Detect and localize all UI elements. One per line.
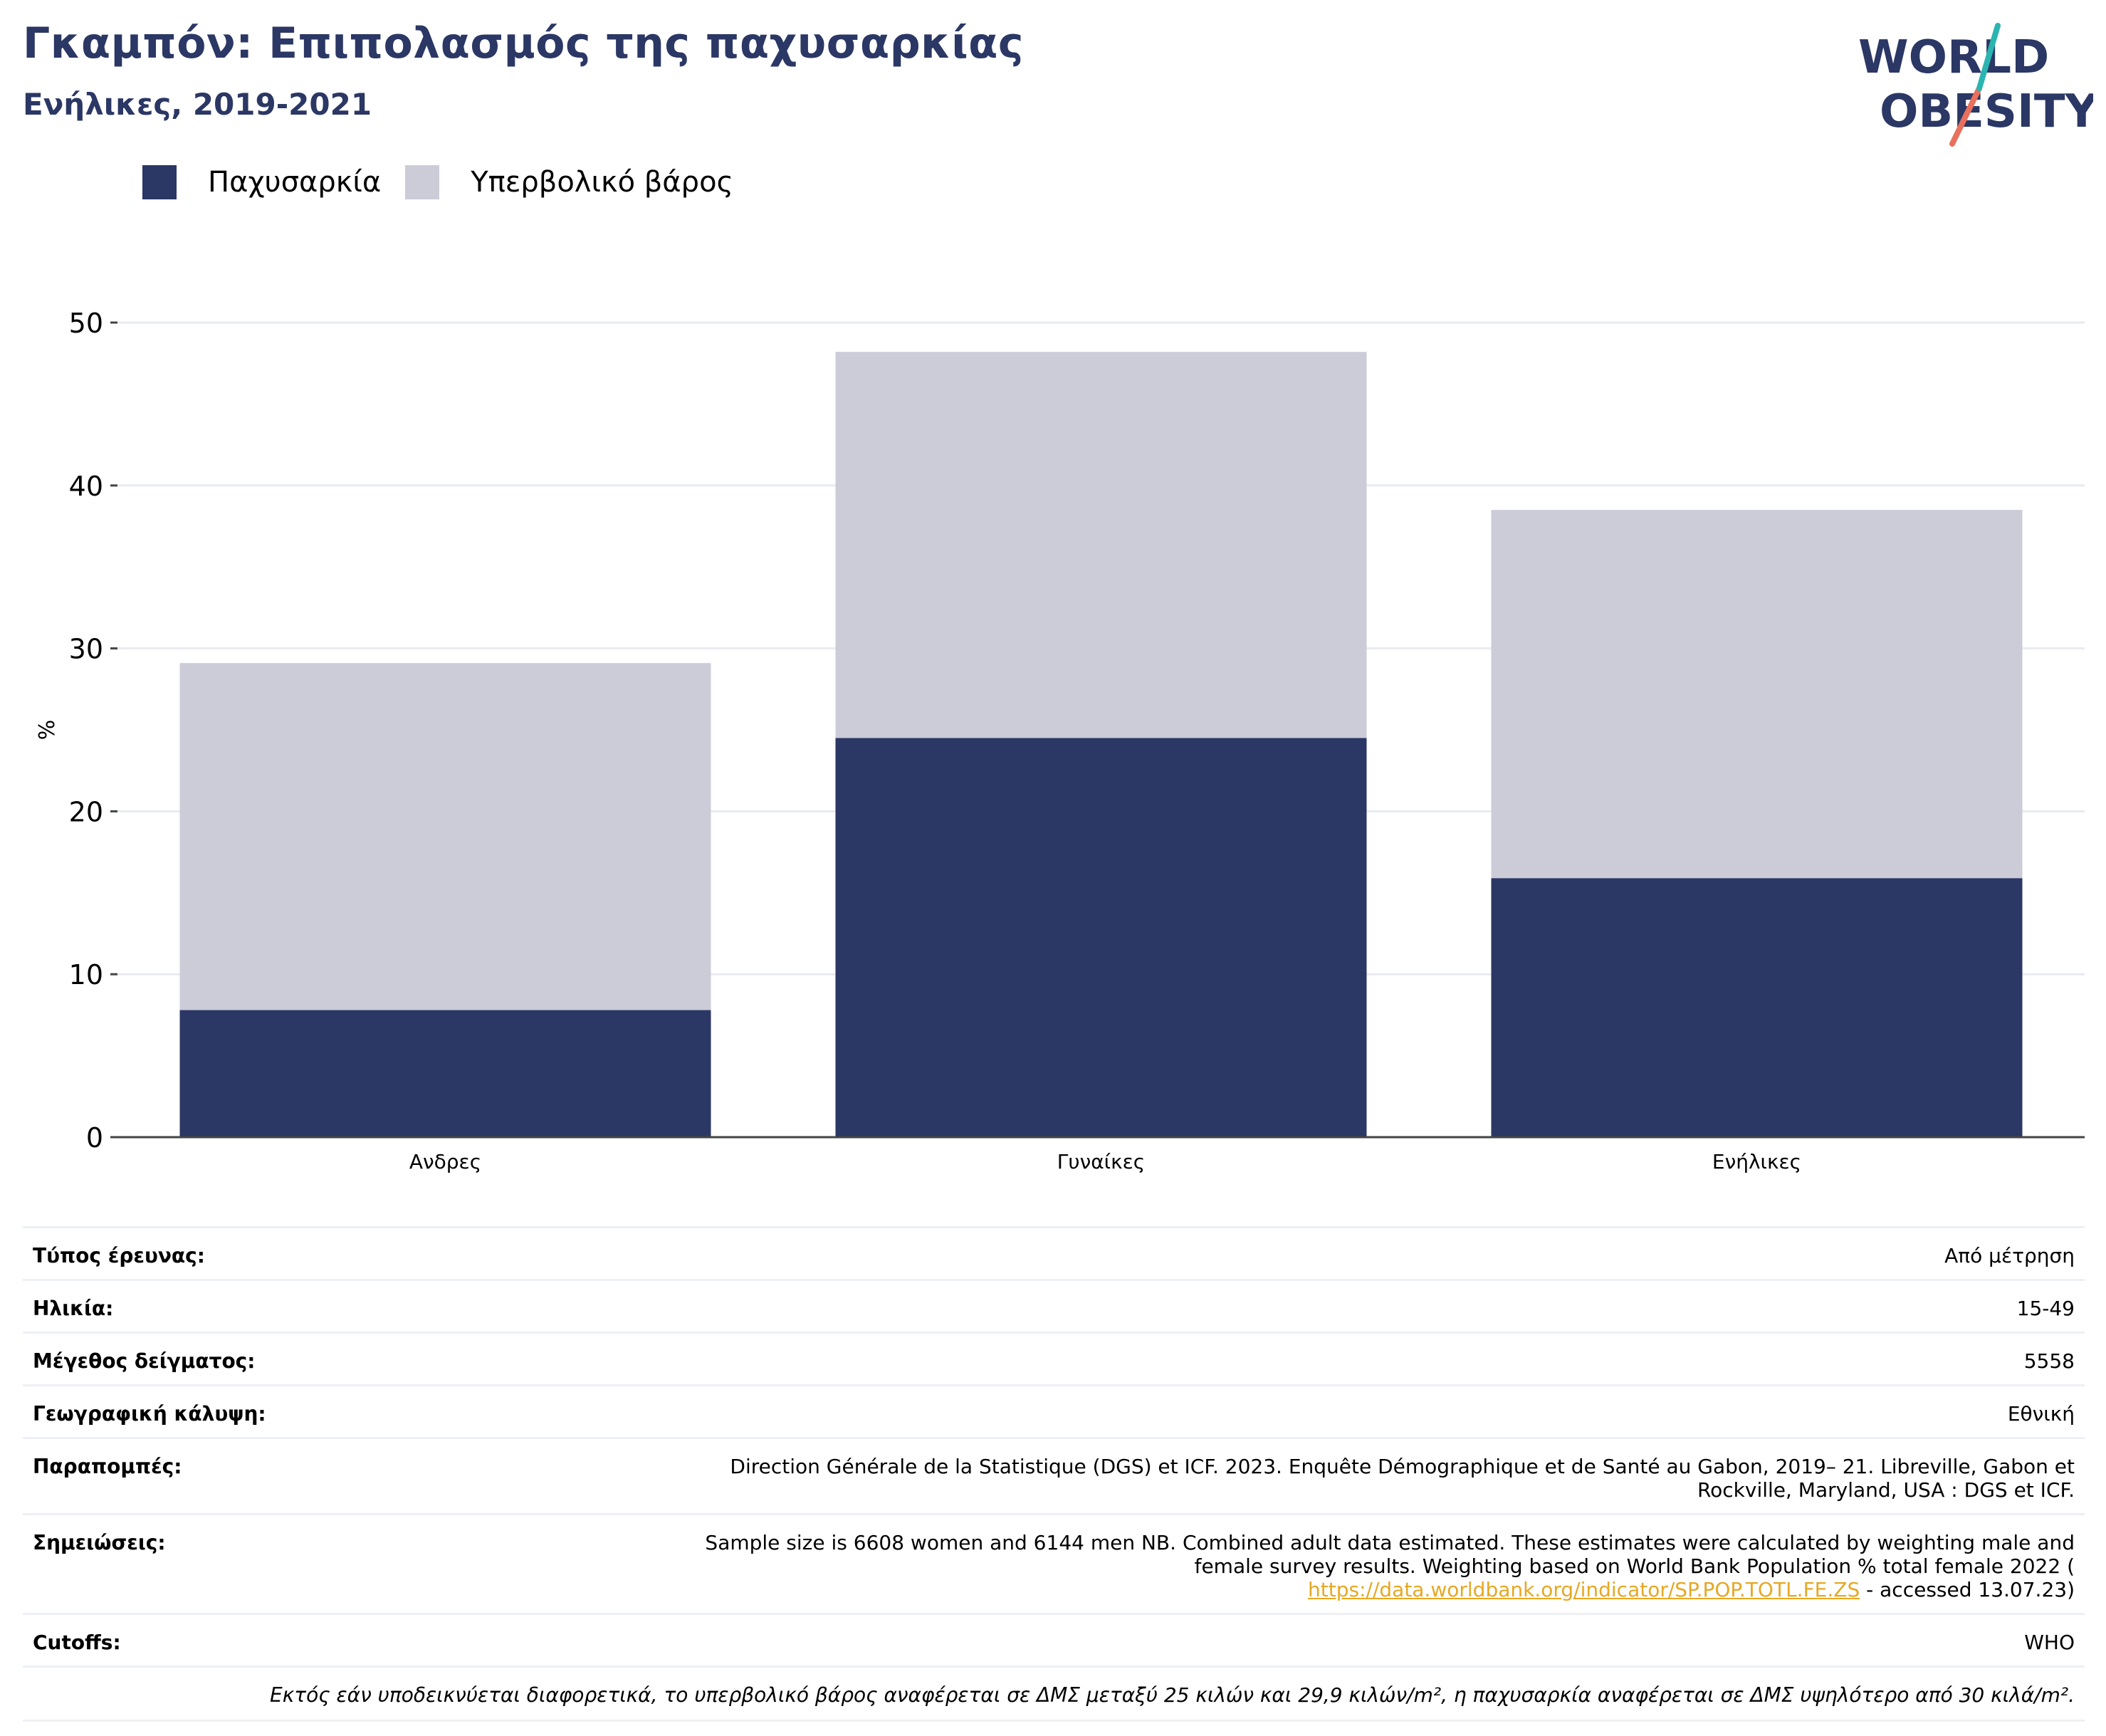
chart-title: Γκαμπόν: Επιπολασμός της παχυσαρκίας <box>23 19 1024 68</box>
info-value: WHO <box>2024 1631 2075 1654</box>
info-value: Direction Générale de la Statistique (DG… <box>730 1455 2075 1502</box>
info-value: Εθνική <box>2007 1402 2075 1426</box>
logo-text-obesity: OBESITY <box>1880 85 2093 138</box>
y-tick-label: 10 <box>69 959 103 990</box>
info-value: Sample size is 6608 women and 6144 men N… <box>705 1531 2075 1601</box>
legend-swatch-overweight <box>405 165 440 199</box>
info-value: Από μέτρηση <box>1944 1244 2075 1267</box>
info-row-cutoffs: Cutoffs: WHO <box>23 1613 2085 1666</box>
bar-overweight-2 <box>1491 510 2023 879</box>
y-tick-label: 50 <box>69 308 103 339</box>
chart-legend: Παχυσαρκία Υπερβολικό βάρος <box>142 165 758 199</box>
world-obesity-logo: WORLD OBESITY <box>1858 23 2093 147</box>
bar-overweight-1 <box>835 352 1367 738</box>
info-value-line: female survey results. Weighting based o… <box>1194 1554 2075 1578</box>
info-row-references: Παραπομπές: Direction Générale de la Sta… <box>23 1437 2085 1513</box>
x-tick-label: Ανδρες <box>409 1150 481 1173</box>
legend-item-overweight[interactable]: Υπερβολικό βάρος <box>405 165 733 199</box>
info-row-coverage: Γεωγραφική κάλυψη: Εθνική <box>23 1384 2085 1437</box>
chart-subtitle: Ενήλικες, 2019-2021 <box>23 87 372 122</box>
info-label: Σημειώσεις: <box>33 1531 166 1554</box>
info-row-sample-size: Μέγεθος δείγματος: 5558 <box>23 1332 2085 1384</box>
y-tick-label: 0 <box>86 1122 103 1154</box>
info-value-line: Sample size is 6608 women and 6144 men N… <box>705 1531 2075 1554</box>
info-label: Παραπομπές: <box>33 1455 182 1478</box>
info-row-survey-type: Τύπος έρευνας: Από μέτρηση <box>23 1226 2085 1279</box>
info-value: 15-49 <box>2016 1297 2075 1320</box>
info-row-notes: Σημειώσεις: Sample size is 6608 women an… <box>23 1513 2085 1613</box>
bar-obesity-2 <box>1491 878 2023 1137</box>
logo-text-world: WORLD <box>1858 31 2049 84</box>
info-value: 5558 <box>2023 1349 2075 1373</box>
x-tick-label: Ενήλικες <box>1712 1150 1801 1173</box>
logo-slash-teal <box>1976 23 2001 91</box>
legend-item-obesity[interactable]: Παχυσαρκία <box>142 165 381 199</box>
info-label: Τύπος έρευνας: <box>33 1244 205 1267</box>
legend-swatch-obesity <box>142 165 177 199</box>
bmi-footnote: Εκτός εάν υποδεικνύεται διαφορετικά, το … <box>23 1666 2085 1722</box>
stacked-bar-chart: 0 10 20 30 40 50% Ανδρες Γυναίκες Ενήλικες <box>35 308 2085 1173</box>
bar-overweight-0 <box>179 663 711 1010</box>
logo-slash-red <box>1949 85 1982 147</box>
y-axis-label: % <box>35 720 60 741</box>
y-tick-label: 30 <box>69 634 103 665</box>
info-label: Μέγεθος δείγματος: <box>33 1349 256 1373</box>
info-value-line: Direction Générale de la Statistique (DG… <box>730 1455 2075 1478</box>
bar-obesity-1 <box>835 738 1367 1137</box>
survey-info-table: Τύπος έρευνας: Από μέτρηση Ηλικία: 15-49… <box>23 1226 2085 1722</box>
y-tick-label: 20 <box>69 796 103 827</box>
info-row-age: Ηλικία: 15-49 <box>23 1279 2085 1332</box>
info-label: Ηλικία: <box>33 1297 114 1320</box>
info-label: Γεωγραφική κάλυψη: <box>33 1402 266 1426</box>
y-tick-label: 40 <box>69 471 103 502</box>
legend-label-obesity: Παχυσαρκία <box>208 166 382 199</box>
info-value-line: - accessed 13.07.23) <box>1860 1578 2075 1601</box>
x-tick-label: Γυναίκες <box>1057 1150 1145 1173</box>
bar-obesity-0 <box>179 1010 711 1137</box>
legend-label-overweight: Υπερβολικό βάρος <box>471 166 734 199</box>
worldbank-link[interactable]: https://data.worldbank.org/indicator/SP.… <box>1308 1578 1860 1601</box>
info-value-line: Rockville, Maryland, USA : DGS et ICF. <box>1697 1478 2075 1502</box>
info-label: Cutoffs: <box>33 1631 121 1654</box>
